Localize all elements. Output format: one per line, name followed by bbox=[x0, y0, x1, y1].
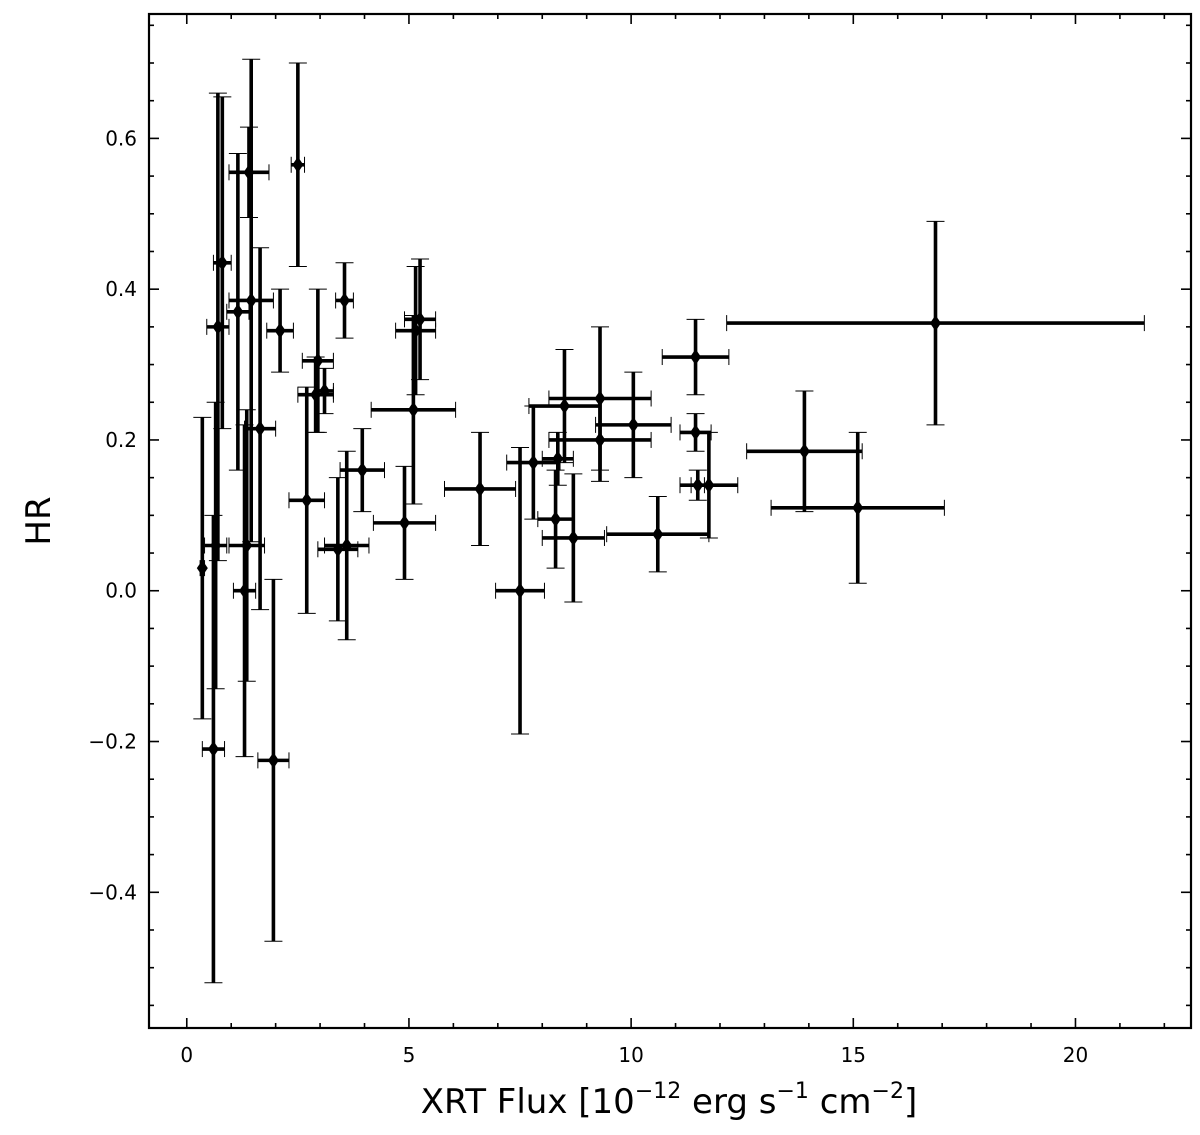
plot-frame bbox=[147, 12, 1193, 1030]
x-tick-label: 5 bbox=[403, 1043, 416, 1067]
data-point bbox=[798, 443, 810, 460]
x-axis-label-unit-suffix: ] bbox=[904, 1082, 917, 1122]
data-point bbox=[399, 514, 411, 531]
data-point bbox=[245, 292, 257, 309]
data-point bbox=[703, 477, 715, 494]
data-point bbox=[690, 424, 702, 441]
x-tick-label: 20 bbox=[1063, 1043, 1088, 1067]
y-tick-label: −0.4 bbox=[88, 880, 137, 904]
data-point bbox=[527, 454, 539, 471]
data-point bbox=[652, 526, 664, 543]
data-point bbox=[627, 416, 639, 433]
data-point bbox=[339, 292, 351, 309]
data-point bbox=[552, 450, 564, 467]
data-point bbox=[301, 492, 313, 509]
data-point bbox=[474, 480, 486, 497]
data-point bbox=[232, 303, 244, 320]
data-point bbox=[550, 511, 562, 528]
data-point bbox=[274, 322, 286, 339]
x-axis-label-unit-exp1: −12 bbox=[635, 1079, 681, 1104]
x-tick-label: 0 bbox=[180, 1043, 193, 1067]
y-tick-label: 0.4 bbox=[105, 277, 137, 301]
x-tick-label: 15 bbox=[841, 1043, 866, 1067]
data-point bbox=[414, 311, 426, 328]
tick-labels: 0 5 10 15 20 −0.4 −0.2 0.0 0.2 0.4 0.6 bbox=[88, 126, 1088, 1067]
data-point bbox=[267, 752, 279, 769]
x-axis-label-name: XRT Flux bbox=[421, 1082, 568, 1122]
data-point bbox=[312, 352, 324, 369]
data-point bbox=[558, 398, 570, 415]
data-point bbox=[216, 254, 228, 271]
y-tick-label: 0.6 bbox=[105, 126, 137, 150]
data-points bbox=[193, 58, 1145, 984]
data-point bbox=[196, 560, 208, 577]
data-point bbox=[567, 529, 579, 546]
data-point bbox=[407, 401, 419, 418]
data-point bbox=[852, 499, 864, 516]
data-point bbox=[254, 420, 266, 437]
data-point bbox=[292, 156, 304, 173]
data-point bbox=[594, 431, 606, 448]
y-tick-label: 0.0 bbox=[105, 579, 137, 603]
data-point bbox=[207, 741, 219, 758]
y-tick-label: −0.2 bbox=[88, 730, 137, 754]
x-axis-label-unit-exp2: −1 bbox=[776, 1079, 808, 1104]
x-axis-label-unit-erg: erg s bbox=[681, 1082, 776, 1122]
data-point bbox=[929, 315, 941, 332]
data-point bbox=[514, 582, 526, 599]
data-point bbox=[690, 349, 702, 366]
y-tick-label: 0.2 bbox=[105, 428, 137, 452]
x-axis-label-unit-exp3: −2 bbox=[872, 1079, 904, 1104]
data-point bbox=[356, 462, 368, 479]
x-axis-label-unit-prefix: [10 bbox=[578, 1082, 635, 1122]
data-point bbox=[341, 537, 353, 554]
x-tick-label: 10 bbox=[618, 1043, 643, 1067]
data-point bbox=[332, 541, 344, 558]
x-axis-label: XRT Flux [10−12 erg s−1 cm−2] bbox=[421, 1079, 917, 1122]
x-axis-label-unit-cm: cm bbox=[809, 1082, 872, 1122]
data-point bbox=[319, 382, 331, 399]
y-axis-label: HR bbox=[19, 496, 59, 545]
x-axis-label-space bbox=[567, 1082, 578, 1122]
